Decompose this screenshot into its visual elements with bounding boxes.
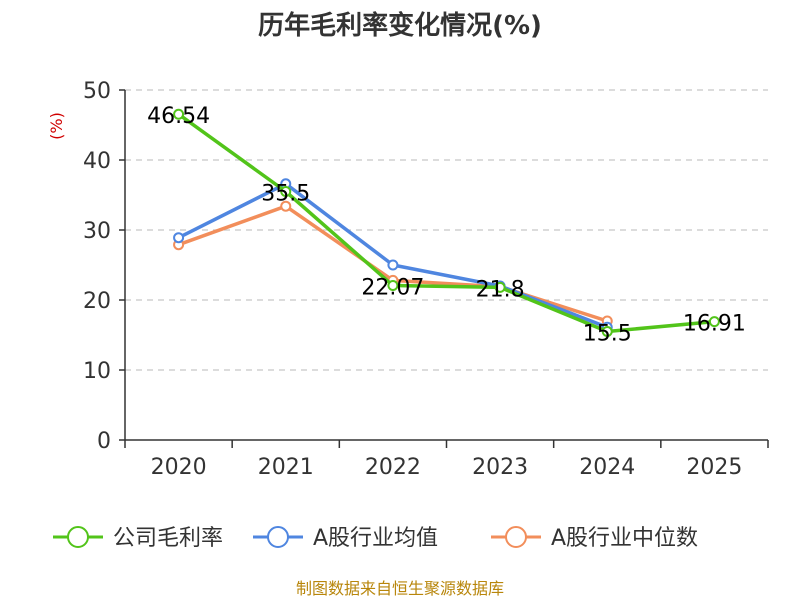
legend-label: A股行业均值 bbox=[313, 526, 438, 551]
grid-layer bbox=[125, 89, 768, 371]
x-tick-label-2020: 2020 bbox=[151, 455, 207, 480]
chart-title: 历年毛利率变化情况(%) bbox=[258, 10, 542, 41]
data-point bbox=[280, 200, 292, 212]
data-point bbox=[387, 259, 399, 271]
x-tick-label-2025: 2025 bbox=[686, 455, 742, 480]
y-axis-unit-label: (%) bbox=[47, 112, 66, 140]
data-point bbox=[708, 316, 720, 328]
axis-layer: 0 10 20 30 40 50 2020 2021 2022 2023 2024 2025 bbox=[83, 79, 769, 480]
series-line-0 bbox=[176, 112, 717, 334]
legend-marker bbox=[67, 526, 89, 548]
x-tick-label-2022: 2022 bbox=[365, 455, 421, 480]
legend-item-2: A股行业中位数 bbox=[491, 526, 698, 551]
x-tick-label-2023: 2023 bbox=[472, 455, 528, 480]
y-tick-label: 50 bbox=[83, 79, 111, 104]
data-label: 16.91 bbox=[683, 312, 746, 337]
y-tick-label: 20 bbox=[83, 289, 111, 314]
data-label: 46.54 bbox=[147, 104, 210, 129]
y-tick-label: 40 bbox=[83, 149, 111, 174]
x-tick-label-2021: 2021 bbox=[258, 455, 314, 480]
legend-label: A股行业中位数 bbox=[551, 526, 698, 551]
data-point bbox=[173, 108, 185, 120]
legend-item-0: 公司毛利率 bbox=[53, 526, 223, 551]
legend-label: 公司毛利率 bbox=[113, 526, 223, 551]
series-layer bbox=[173, 108, 720, 337]
data-point bbox=[173, 232, 185, 244]
data-point bbox=[601, 326, 613, 337]
legend: 公司毛利率 A股行业均值 A股行业中位数 bbox=[53, 526, 698, 551]
data-label: 22.07 bbox=[361, 276, 424, 301]
x-tick-label-2024: 2024 bbox=[579, 455, 635, 480]
y-tick-label: 0 bbox=[97, 429, 111, 454]
legend-item-1: A股行业均值 bbox=[253, 526, 438, 551]
legend-marker bbox=[505, 526, 527, 548]
data-point bbox=[387, 280, 399, 292]
data-point bbox=[494, 281, 506, 293]
data-label-layer: 46.54 35.5 22.07 21.8 15.5 16.91 bbox=[147, 104, 746, 346]
data-label: 21.8 bbox=[476, 277, 525, 302]
legend-marker bbox=[267, 526, 289, 548]
data-label: 35.5 bbox=[261, 182, 310, 207]
y-tick-label: 30 bbox=[83, 219, 111, 244]
y-tick-label: 10 bbox=[83, 359, 111, 384]
data-point bbox=[280, 186, 292, 197]
data-source-note: 制图数据来自恒生聚源数据库 bbox=[296, 579, 504, 598]
data-label: 15.5 bbox=[583, 322, 632, 347]
